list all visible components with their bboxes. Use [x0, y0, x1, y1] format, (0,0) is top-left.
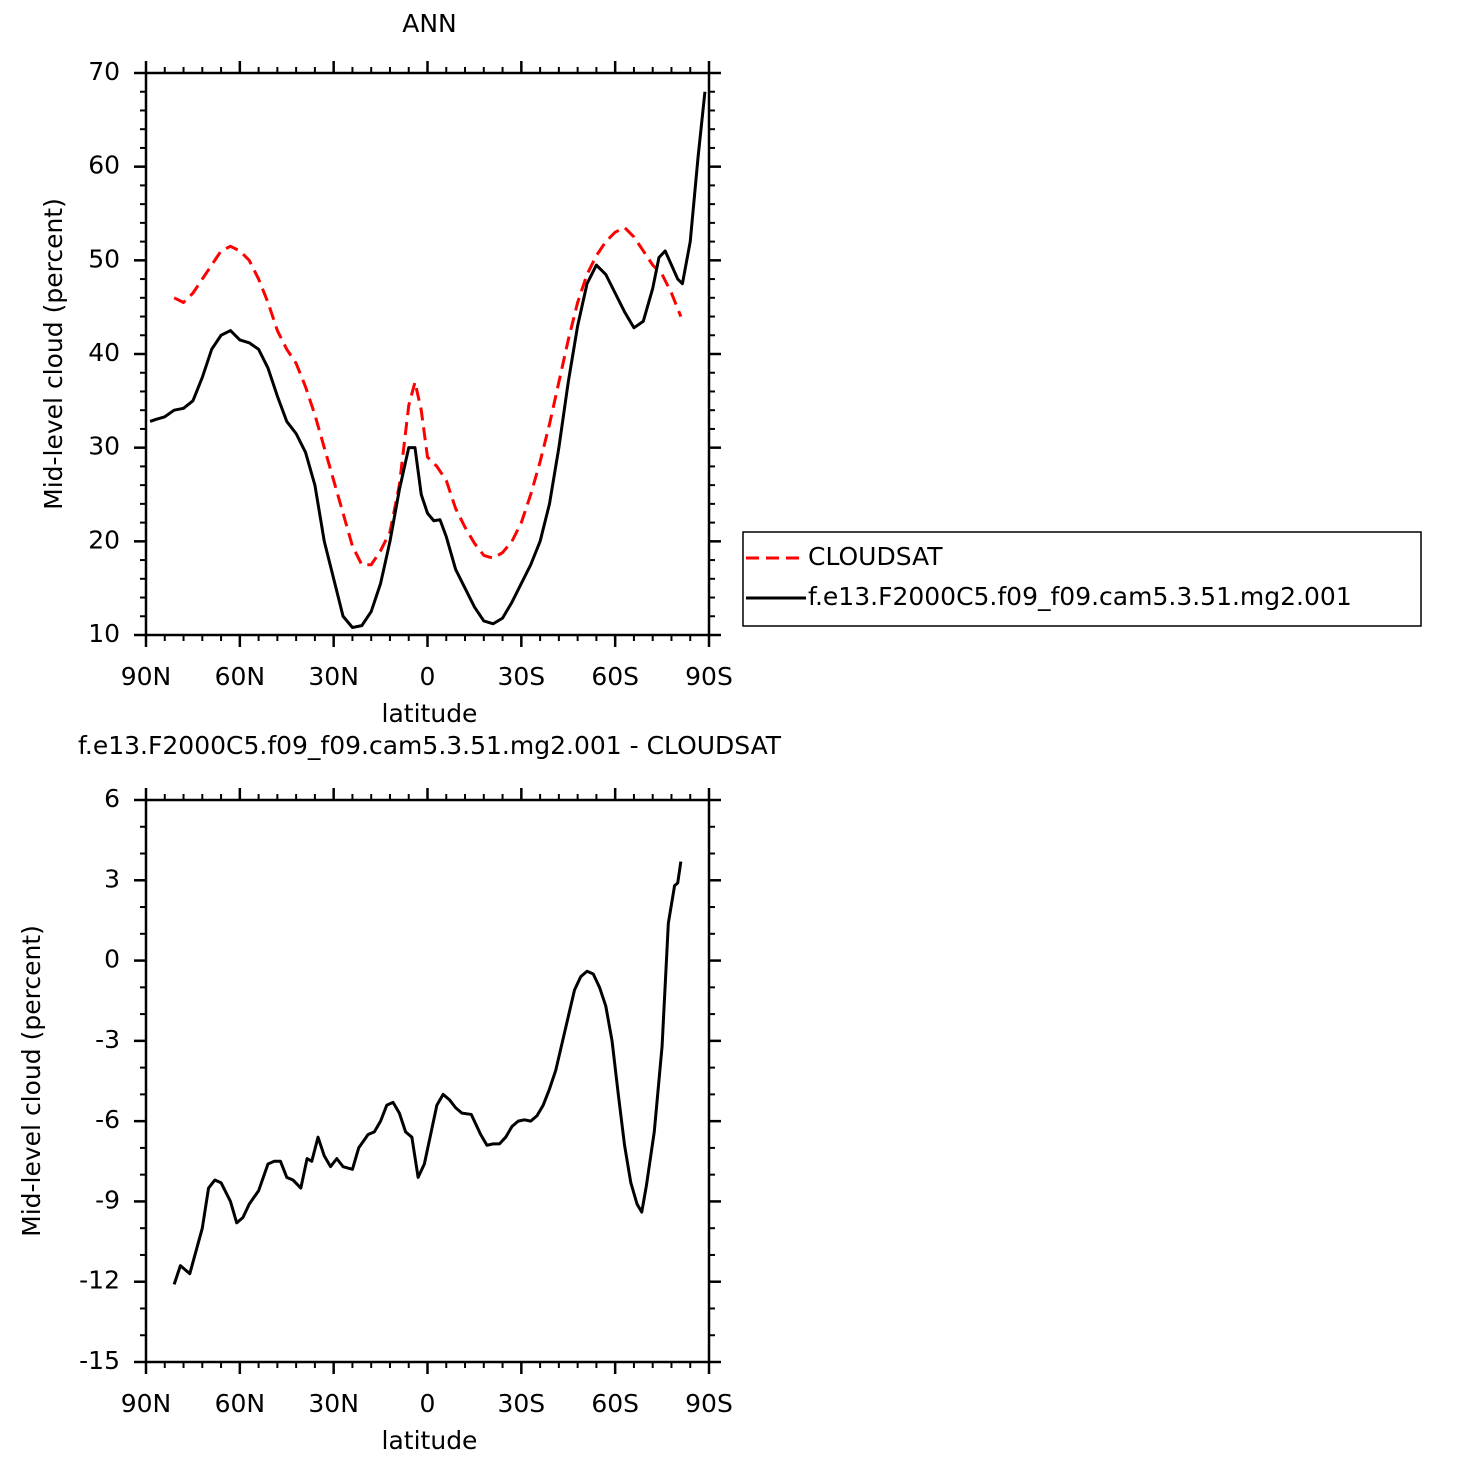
chart-title: ANN	[402, 9, 457, 38]
x-tick-label: 60N	[215, 662, 266, 691]
x-axis-label: latitude	[382, 1426, 478, 1455]
legend: CLOUDSAT f.e13.F2000C5.f09_f09.cam5.3.51.…	[742, 531, 1422, 627]
y-tick-label: -3	[95, 1025, 120, 1054]
x-tick-label: 60S	[591, 662, 639, 691]
y-tick-label: 20	[88, 525, 120, 554]
data-line	[173, 226, 683, 567]
x-tick-label: 30N	[308, 662, 359, 691]
y-tick-label: 70	[88, 57, 120, 86]
x-tick-label: 0	[420, 1389, 436, 1418]
x-axis-label: latitude	[382, 699, 478, 728]
y-tick-label: 0	[104, 945, 120, 974]
y-tick-label: 40	[88, 338, 120, 367]
legend-label: CLOUDSAT	[808, 542, 943, 571]
x-tick-label: 30S	[497, 662, 545, 691]
y-tick-label: 3	[104, 864, 120, 893]
plot-frame	[144, 798, 711, 1364]
x-tick-label: 90N	[121, 1389, 172, 1418]
x-tick-label: 0	[420, 662, 436, 691]
y-axis-label: Mid-level cloud (percent)	[17, 925, 46, 1237]
x-tick-label: 30S	[497, 1389, 545, 1418]
y-tick-label: -9	[95, 1185, 120, 1214]
x-tick-label: 90S	[685, 662, 733, 691]
legend-box	[742, 531, 1422, 627]
chart-title: f.e13.F2000C5.f09_f09.cam5.3.51.mg2.001 …	[78, 731, 782, 760]
x-tick-label: 60S	[591, 1389, 639, 1418]
x-tick-label: 60N	[215, 1389, 266, 1418]
data-line	[172, 861, 683, 1285]
data-line	[149, 91, 707, 630]
y-tick-label: 10	[88, 619, 120, 648]
y-tick-label: 6	[104, 784, 120, 813]
y-tick-label: 50	[88, 244, 120, 273]
y-tick-label: 60	[88, 151, 120, 180]
plot-frame	[144, 71, 711, 637]
legend-label: f.e13.F2000C5.f09_f09.cam5.3.51.mg2.001	[808, 582, 1352, 611]
x-tick-label: 90N	[121, 662, 172, 691]
y-tick-label: -12	[79, 1266, 120, 1295]
y-tick-label: -15	[79, 1346, 120, 1375]
x-tick-label: 30N	[308, 1389, 359, 1418]
y-tick-label: 30	[88, 432, 120, 461]
x-tick-label: 90S	[685, 1389, 733, 1418]
y-axis-label: Mid-level cloud (percent)	[39, 198, 68, 510]
y-tick-label: -6	[95, 1105, 120, 1134]
